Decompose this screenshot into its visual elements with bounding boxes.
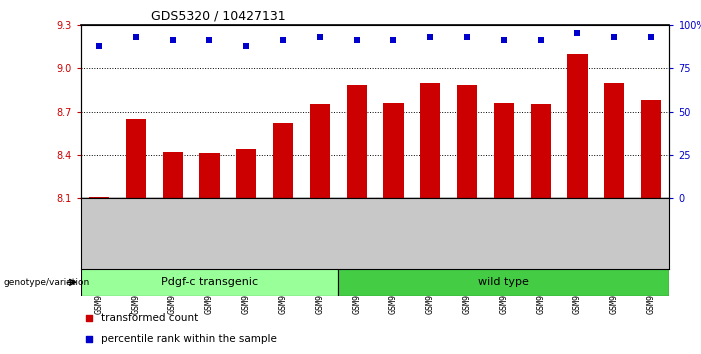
Bar <box>641 100 661 198</box>
Point <box>351 38 362 43</box>
Bar <box>604 82 625 198</box>
Bar <box>494 103 514 198</box>
Point <box>461 34 472 40</box>
Bar <box>273 123 293 198</box>
Bar <box>310 104 330 198</box>
Point <box>278 38 289 43</box>
Bar <box>567 54 587 198</box>
Point <box>535 38 546 43</box>
Point <box>425 34 436 40</box>
Text: percentile rank within the sample: percentile rank within the sample <box>101 334 277 344</box>
Point <box>572 30 583 36</box>
Bar <box>457 85 477 198</box>
Bar <box>338 269 669 296</box>
Bar <box>236 149 257 198</box>
Bar <box>89 197 109 198</box>
Point <box>450 254 461 259</box>
Bar <box>420 82 440 198</box>
Point <box>608 34 620 40</box>
Point <box>167 38 178 43</box>
Bar <box>125 119 146 198</box>
Point <box>388 38 399 43</box>
Text: genotype/variation: genotype/variation <box>4 278 90 287</box>
Bar <box>199 153 219 198</box>
Point <box>498 38 510 43</box>
Point <box>130 34 142 40</box>
Point <box>646 34 657 40</box>
Text: GDS5320 / 10427131: GDS5320 / 10427131 <box>151 9 286 22</box>
Point <box>204 38 215 43</box>
Bar <box>81 269 338 296</box>
Text: wild type: wild type <box>478 277 529 287</box>
Bar <box>346 85 367 198</box>
Text: transformed count: transformed count <box>101 313 198 323</box>
Bar <box>383 103 404 198</box>
Point <box>450 59 461 65</box>
Text: Pdgf-c transgenic: Pdgf-c transgenic <box>161 277 258 287</box>
Bar <box>163 152 183 198</box>
Point <box>314 34 325 40</box>
Point <box>93 43 104 48</box>
Bar <box>531 104 551 198</box>
Point <box>240 43 252 48</box>
